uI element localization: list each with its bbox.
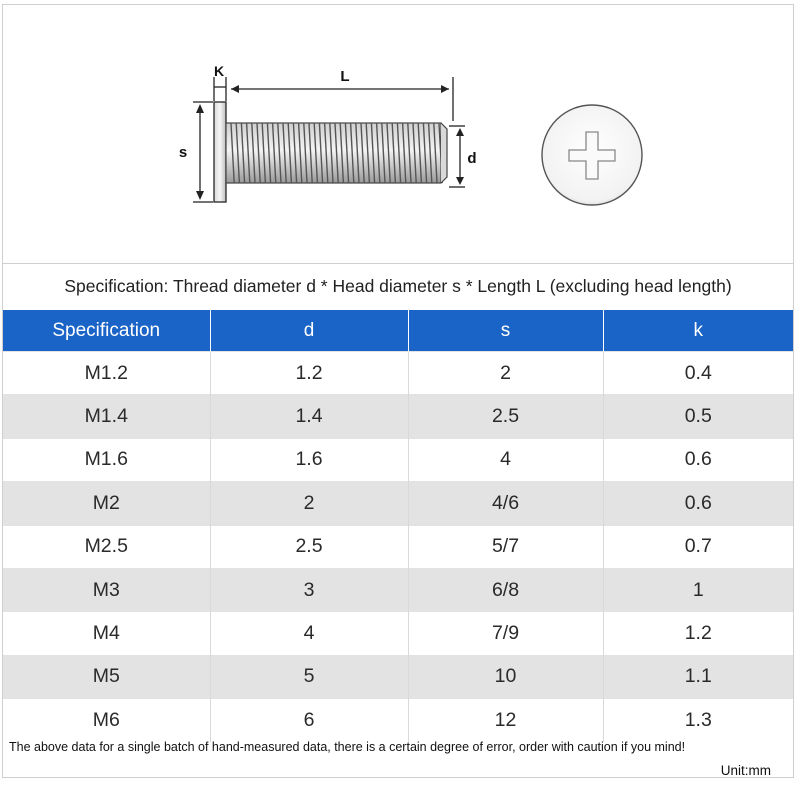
table-row: M2.5 2.5 5/7 0.7 [3, 524, 793, 569]
cell-s: 5/7 [408, 524, 604, 569]
cell-s: 2 [408, 350, 604, 395]
cell-spec: M1.6 [3, 437, 211, 482]
cell-s: 12 [408, 698, 604, 742]
unit-label: Unit:mm [720, 763, 771, 778]
header-k: k [603, 310, 793, 352]
cell-d: 3 [210, 567, 409, 612]
header-s: s [408, 310, 604, 352]
table-row: M5 5 10 1.1 [3, 654, 793, 699]
cell-k: 0.6 [603, 437, 793, 482]
cell-s: 2.5 [408, 394, 604, 439]
screw-side-view-icon [213, 101, 448, 203]
cell-k: 0.4 [603, 350, 793, 395]
cell-d: 4 [210, 611, 409, 656]
cell-s: 10 [408, 654, 604, 699]
cell-d: 6 [210, 698, 409, 742]
cell-spec: M5 [3, 654, 211, 699]
table-row: M3 3 6/8 1 [3, 567, 793, 612]
cell-k: 0.5 [603, 394, 793, 439]
cell-spec: M1.4 [3, 394, 211, 439]
k-label: K [214, 63, 224, 79]
table-row: M1.4 1.4 2.5 0.5 [3, 394, 793, 439]
table-row: M6 6 12 1.3 [3, 698, 793, 742]
cell-spec: M3 [3, 567, 211, 612]
cell-k: 1.1 [603, 654, 793, 699]
dimension-arrows [196, 85, 464, 200]
specification-caption: Specification: Thread diameter d * Head … [64, 276, 732, 296]
measurement-note: The above data for a single batch of han… [9, 740, 686, 754]
table-row: M1.2 1.2 2 0.4 [3, 350, 793, 395]
cell-k: 1 [603, 567, 793, 612]
cell-s: 7/9 [408, 611, 604, 656]
cell-k: 1.2 [603, 611, 793, 656]
cell-d: 2.5 [210, 524, 409, 569]
screw-drawing: K L s d [179, 63, 643, 206]
cell-spec: M2.5 [3, 524, 211, 569]
cell-spec: M4 [3, 611, 211, 656]
d-label: d [467, 150, 476, 167]
cell-d: 2 [210, 481, 409, 526]
l-label: L [340, 68, 349, 85]
phillips-head-top-view-icon [541, 104, 643, 206]
header-d: d [210, 310, 409, 352]
cell-s: 4 [408, 437, 604, 482]
cell-d: 1.2 [210, 350, 409, 395]
spec-table: Specification d s k M1.2 1.2 2 0.4 M1.4 … [3, 310, 793, 742]
table-row: M4 4 7/9 1.2 [3, 611, 793, 656]
cell-k: 1.3 [603, 698, 793, 742]
cell-k: 0.7 [603, 524, 793, 569]
cell-k: 0.6 [603, 481, 793, 526]
cell-spec: M1.2 [3, 350, 211, 395]
spec-sheet: K L s d Specification: Thread diameter d… [2, 4, 794, 778]
cell-spec: M6 [3, 698, 211, 742]
table-row: M1.6 1.6 4 0.6 [3, 437, 793, 482]
s-label: s [179, 144, 187, 161]
cell-d: 5 [210, 654, 409, 699]
cell-s: 4/6 [408, 481, 604, 526]
cell-d: 1.6 [210, 437, 409, 482]
table-header-row: Specification d s k [3, 310, 793, 352]
screw-diagram: K L s d [3, 5, 793, 264]
cell-s: 6/8 [408, 567, 604, 612]
header-specification: Specification [3, 310, 211, 352]
table-row: M2 2 4/6 0.6 [3, 481, 793, 526]
cell-d: 1.4 [210, 394, 409, 439]
dimension-lines [193, 77, 465, 203]
cell-spec: M2 [3, 481, 211, 526]
